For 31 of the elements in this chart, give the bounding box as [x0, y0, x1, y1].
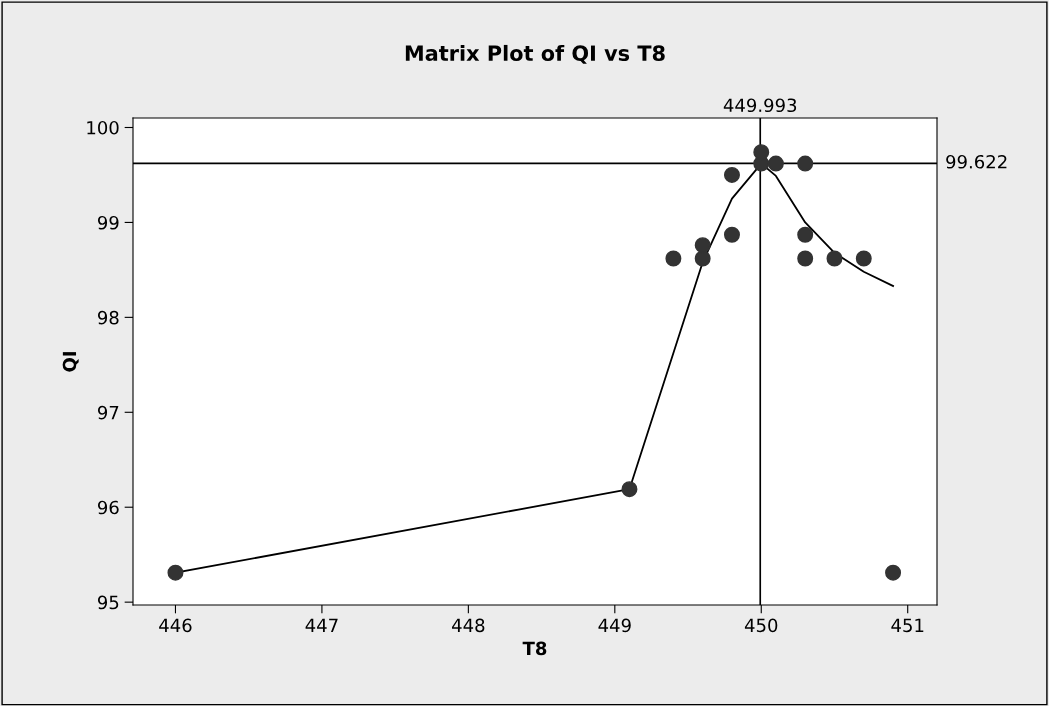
x-tick-label: 451 — [891, 618, 924, 633]
point — [826, 250, 843, 267]
ref-line-label: 449.993 — [723, 98, 797, 113]
point — [621, 481, 638, 498]
x-tick-label: 448 — [452, 618, 485, 633]
ref-line-label: 99.622 — [946, 154, 1007, 169]
point — [797, 226, 814, 243]
point — [855, 250, 872, 267]
point — [767, 155, 784, 172]
point — [723, 166, 740, 183]
y-tick-label: 100 — [87, 120, 119, 135]
point — [723, 226, 740, 243]
point — [885, 564, 902, 581]
point — [167, 564, 184, 581]
x-tick-label: 450 — [744, 618, 778, 633]
point — [665, 250, 682, 267]
y-tick-label: 98 — [97, 310, 119, 325]
point — [694, 237, 711, 254]
chart-title: Matrix Plot of QI vs T8 — [405, 44, 665, 64]
x-tick-label: 446 — [159, 618, 192, 633]
y-tick-label: 96 — [97, 500, 119, 515]
point — [797, 155, 814, 172]
x-tick-label: 447 — [305, 618, 338, 632]
x-tick-label: 449 — [598, 618, 631, 633]
y-tick-label: 97 — [97, 405, 119, 420]
point — [694, 250, 711, 267]
x-axis-title: T8 — [522, 641, 547, 656]
point — [797, 250, 814, 267]
y-axis-title: QI — [62, 352, 79, 372]
y-tick-label: 95 — [97, 595, 119, 610]
y-tick-label: 99 — [97, 215, 119, 230]
